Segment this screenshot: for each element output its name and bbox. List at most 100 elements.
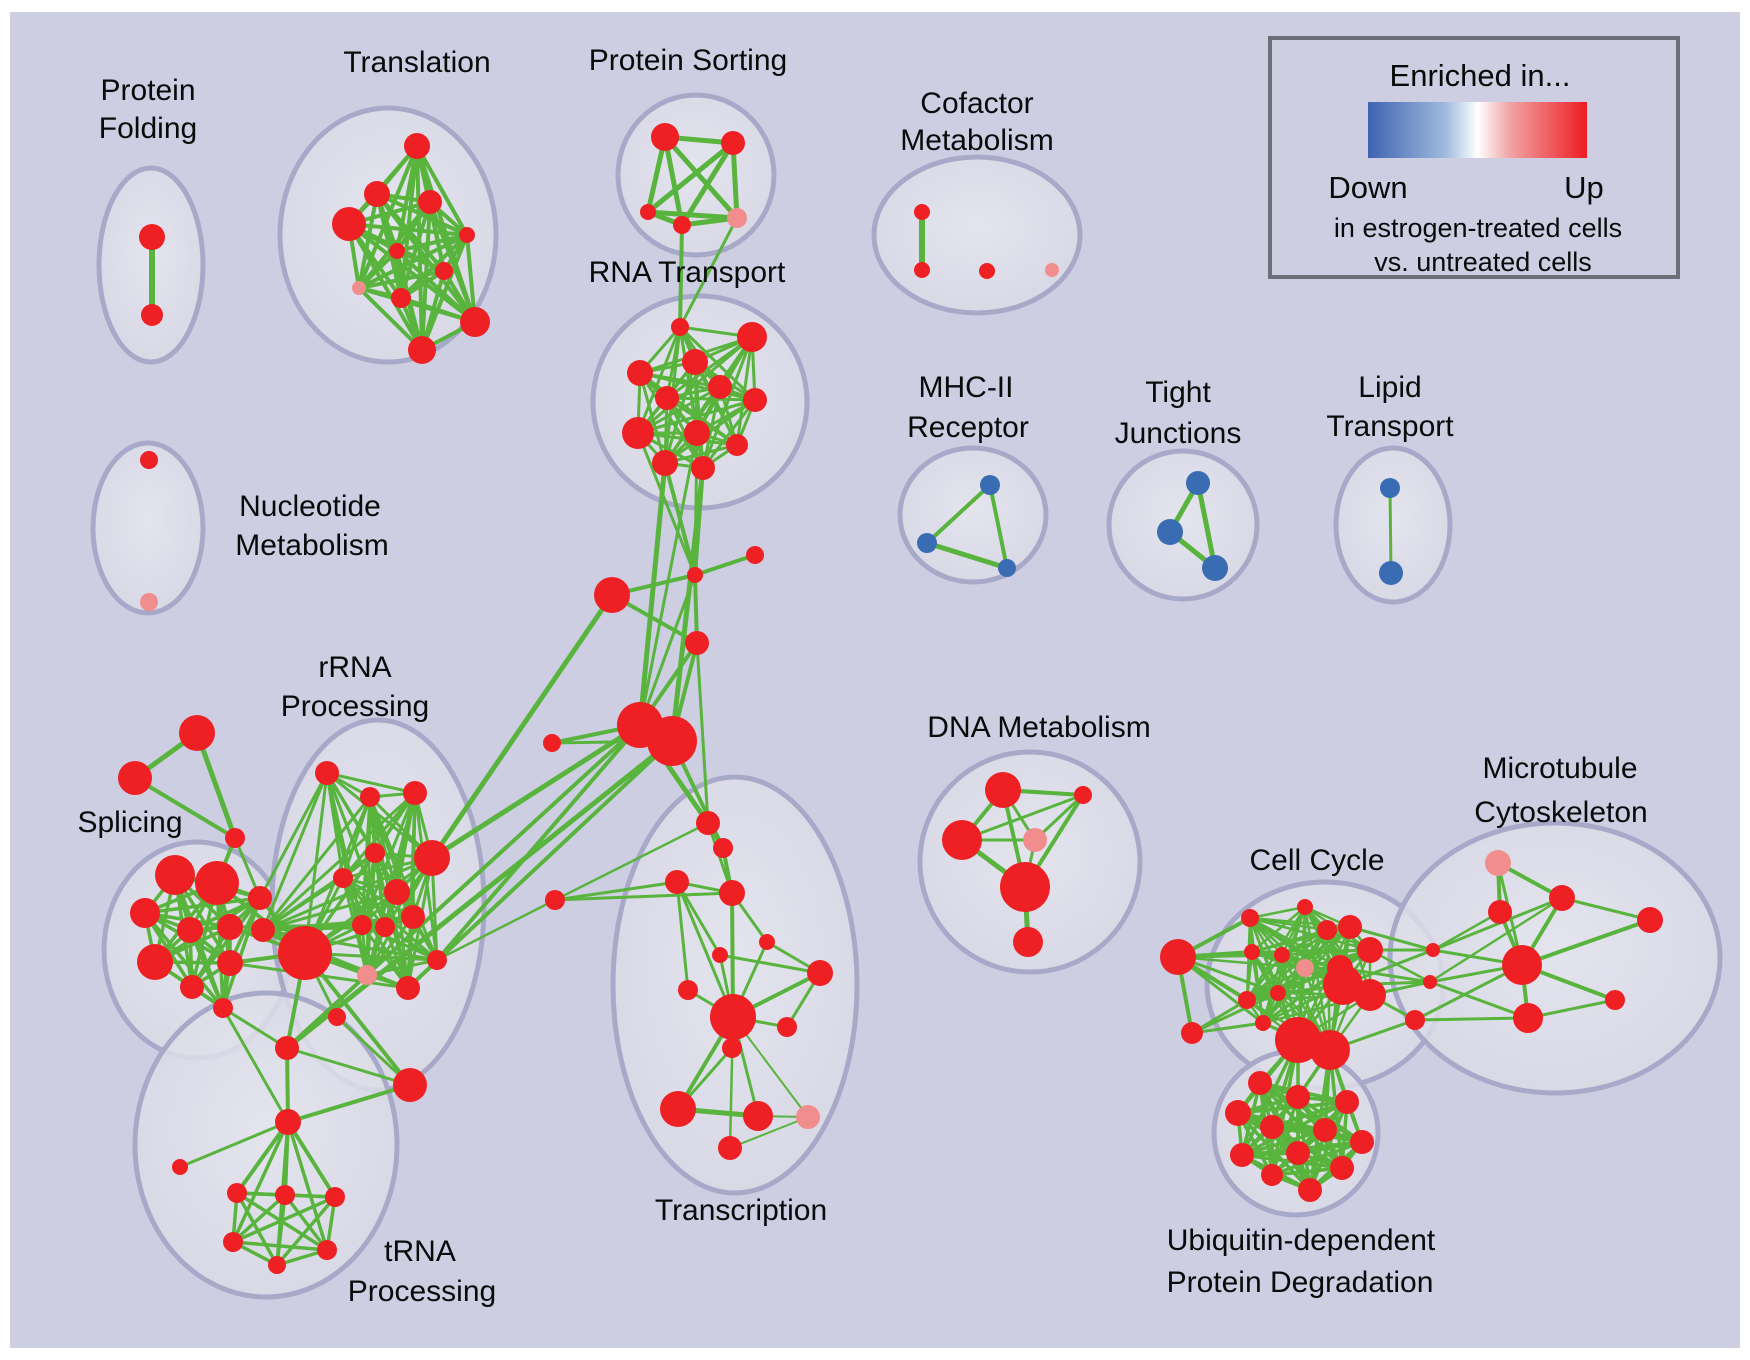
enrichment-edge	[719, 953, 821, 975]
gene-set-node-red-86	[777, 1017, 797, 1037]
gene-set-node-red-102	[1317, 920, 1337, 940]
enrichment-edge-splicing	[190, 896, 262, 989]
enrichment-edge	[430, 722, 642, 861]
enrichment-edge	[1432, 910, 1501, 952]
gene-set-node-red-123	[1605, 990, 1625, 1010]
gene-set-node-red-41	[195, 861, 239, 905]
gene-set-node-red-37	[179, 715, 215, 751]
enrichment-edge-cell-cycle	[1281, 948, 1371, 957]
gene-set-node-red-49	[248, 886, 272, 910]
enrichment-edge	[926, 540, 1008, 571]
cluster-label-protein-folding-line1: Protein	[100, 74, 195, 107]
gene-set-node-red-93	[1074, 786, 1092, 804]
enrichment-edge	[637, 462, 668, 726]
cluster-label-microtubule-cytoskeleton-line2: Cytoskeleton	[1474, 796, 1647, 829]
gene-set-node-red-69	[275, 1109, 301, 1135]
gene-set-node-red-114	[1275, 1017, 1321, 1063]
cluster-label-lipid-transport-line1: Lipid	[1358, 371, 1421, 404]
gene-set-node-red-85	[710, 994, 756, 1040]
gene-set-node-red-14	[721, 131, 745, 155]
cluster-label-mhc-ii-receptor-line1: MHC-II	[919, 371, 1014, 404]
gene-set-node-red-47	[217, 950, 243, 976]
gene-set-node-pink-9	[352, 281, 366, 295]
gene-set-node-red-82	[712, 947, 728, 963]
gene-set-node-red-133	[1230, 1143, 1254, 1167]
gene-set-node-red-21	[627, 360, 653, 386]
gene-set-node-red-25	[622, 417, 654, 449]
gene-set-node-blue-138	[980, 475, 1000, 495]
gene-set-node-red-81	[759, 934, 775, 950]
gene-set-node-red-116	[1426, 943, 1440, 957]
gene-set-node-red-147	[914, 262, 930, 278]
enrichment-edge-rrna-processing	[261, 772, 329, 931]
gene-set-node-red-61	[396, 976, 420, 1000]
gene-set-node-blue-145	[1379, 561, 1403, 585]
gene-set-node-blue-140	[998, 559, 1016, 577]
gene-set-node-red-136	[1261, 1164, 1283, 1186]
enrichment-edge	[1432, 896, 1563, 952]
gene-set-node-red-134	[1286, 1141, 1310, 1165]
enrichment-edge	[222, 1006, 288, 1050]
gene-set-node-red-62	[427, 950, 447, 970]
gene-set-node-red-103	[1338, 915, 1362, 939]
gene-set-node-red-75	[317, 1240, 337, 1260]
enrichment-edge	[1349, 925, 1434, 952]
enrichment-edge	[286, 1046, 411, 1087]
gene-set-node-red-44	[217, 914, 243, 940]
gene-set-node-red-52	[403, 781, 427, 805]
gene-set-node-red-88	[660, 1091, 696, 1127]
enrichment-edge-rrna-processing	[261, 796, 372, 931]
enrichment-edge	[194, 732, 238, 839]
gene-set-node-red-96	[1000, 862, 1050, 912]
gene-set-node-red-77	[696, 811, 720, 835]
gene-set-node-red-91	[718, 1136, 742, 1160]
enrichment-edge	[1388, 487, 1393, 574]
enrichment-edge-rna-transport	[701, 336, 754, 469]
enrichment-edge-cell-cycle	[1249, 905, 1306, 920]
enrichment-edge-rrna-processing	[341, 792, 417, 879]
enrichment-edge	[286, 1121, 329, 1251]
gene-set-node-pink-149	[1045, 263, 1059, 277]
cluster-label-tight-junctions-line2: Junctions	[1115, 417, 1242, 450]
gene-set-node-red-32	[594, 577, 630, 613]
gene-set-node-red-89	[743, 1101, 773, 1131]
enrichment-edge	[988, 484, 1009, 569]
gene-set-node-red-20	[682, 349, 708, 375]
cluster-label-dna-metabolism-line1: DNA Metabolism	[927, 711, 1150, 744]
enrichment-edge-protein-sorting	[662, 136, 685, 226]
gene-set-node-red-54	[414, 840, 450, 876]
enrichment-edge-rrna-processing	[326, 771, 416, 795]
cluster-labels-layer: Protein Folding Translation Protein Sorting…	[77, 44, 1647, 1308]
cluster-label-trna-processing-line2: Processing	[348, 1275, 496, 1308]
gene-set-node-red-63	[278, 926, 332, 980]
gene-set-node-red-7	[459, 227, 475, 243]
cluster-label-cofactor-metabolism-line1: Cofactor	[920, 87, 1033, 120]
gene-set-node-red-65	[393, 1068, 427, 1102]
gene-set-node-blue-143	[1202, 555, 1228, 581]
enrichment-edge	[285, 739, 674, 1050]
gene-set-node-red-10	[391, 288, 411, 308]
enrichment-edge	[406, 739, 674, 990]
legend-subtitle-line1: in estrogen-treated cells	[1334, 213, 1622, 243]
gene-set-node-pink-95	[1023, 828, 1047, 852]
cluster-label-protein-folding-line2: Folding	[99, 112, 197, 145]
gene-set-node-red-115	[1310, 1030, 1350, 1070]
gene-set-node-red-109	[1238, 991, 1256, 1009]
enrichment-edge-translation	[347, 222, 424, 352]
gene-set-node-pink-17	[727, 208, 747, 228]
gene-set-node-red-45	[137, 944, 173, 980]
enrichment-edge	[1414, 963, 1523, 1022]
cluster-ellipse-microtubule-cytoskeleton	[1387, 820, 1723, 1096]
enrichment-edge	[1191, 1021, 1264, 1035]
enrichment-edge	[179, 1120, 289, 1169]
cluster-label-cell-cycle-line1: Cell Cycle	[1249, 844, 1384, 877]
enrichment-edge-protein-sorting	[663, 135, 739, 220]
enrichment-edge	[675, 881, 690, 991]
gene-set-node-red-59	[401, 905, 425, 929]
legend-down-label: Down	[1328, 170, 1407, 205]
enrichment-edge	[1429, 980, 1529, 1020]
gene-set-node-red-130	[1260, 1115, 1284, 1139]
gene-set-node-red-19	[737, 322, 767, 352]
gene-set-node-red-0	[139, 224, 165, 250]
